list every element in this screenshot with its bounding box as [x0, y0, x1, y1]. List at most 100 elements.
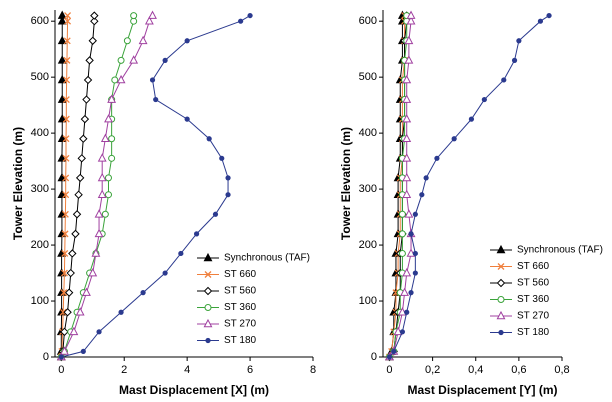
point: [419, 192, 425, 198]
series: [58, 12, 253, 360]
point: [79, 134, 88, 143]
legend-marker: [496, 278, 506, 288]
x-tick-label: 0,6: [511, 364, 526, 376]
point: [57, 55, 67, 64]
point: [82, 287, 91, 296]
legend-label: ST 660: [224, 269, 256, 280]
point: [104, 191, 112, 199]
point: [64, 17, 72, 25]
point: [116, 74, 126, 84]
y-tick-label: 400: [359, 127, 377, 139]
point: [68, 249, 77, 258]
legend-marker: [204, 271, 212, 278]
point: [423, 175, 429, 181]
point: [94, 228, 104, 238]
point: [64, 288, 74, 297]
point: [57, 94, 67, 103]
point: [501, 77, 507, 83]
legend-marker: [205, 337, 211, 344]
point: [404, 309, 410, 315]
point: [57, 35, 67, 45]
point: [80, 348, 86, 355]
point: [62, 191, 70, 199]
point: [184, 38, 190, 44]
point: [58, 354, 64, 360]
point: [63, 76, 71, 84]
point: [74, 190, 83, 199]
point: [85, 56, 94, 65]
point: [62, 115, 70, 123]
point: [71, 229, 80, 239]
point: [402, 267, 412, 277]
legend-label: ST 660: [517, 261, 549, 272]
y-tick-label: 100: [359, 295, 377, 307]
point: [57, 74, 67, 84]
point: [546, 12, 552, 19]
y-tick-label: 500: [31, 71, 49, 83]
point: [468, 116, 475, 122]
y-tick-label: 600: [31, 15, 49, 27]
legend-marker: [496, 310, 506, 320]
y-tick-label: 0: [43, 351, 49, 363]
x-tick-label: 8: [310, 364, 316, 376]
y-axis-label: Tower Elevation (m): [339, 127, 353, 240]
point: [57, 16, 67, 25]
point: [412, 270, 418, 276]
series-line: [60, 15, 63, 357]
point: [100, 133, 110, 143]
legend-label: ST 270: [224, 319, 256, 330]
point: [511, 57, 518, 63]
point: [104, 114, 113, 123]
point: [138, 35, 148, 45]
point: [206, 136, 212, 142]
legend-label: Synchronous (TAF): [517, 245, 603, 256]
y-tick-label: 300: [359, 183, 377, 195]
point: [537, 18, 544, 24]
y-tick-label: 500: [359, 71, 377, 83]
point: [219, 155, 225, 161]
point: [402, 94, 412, 103]
point: [94, 209, 104, 218]
x-tick-label: 0: [58, 364, 64, 376]
point: [398, 230, 406, 238]
point: [59, 308, 67, 316]
point: [61, 210, 69, 218]
point: [60, 346, 69, 355]
point: [130, 12, 138, 20]
point: [66, 268, 75, 278]
point: [63, 37, 71, 45]
legend-marker: [497, 263, 505, 270]
legend-label: ST 560: [224, 286, 256, 297]
point: [434, 155, 440, 161]
point: [402, 153, 412, 162]
point: [399, 329, 406, 335]
point: [97, 153, 107, 162]
point: [153, 96, 159, 103]
x-tick-label: 0: [386, 364, 392, 376]
point: [107, 94, 117, 103]
series: [57, 12, 138, 361]
point: [225, 175, 231, 181]
point: [404, 35, 414, 45]
point: [118, 309, 124, 315]
point: [88, 267, 98, 277]
series: [57, 12, 72, 361]
legend-label: ST 560: [517, 278, 549, 289]
point: [60, 327, 69, 337]
legend-marker: [204, 304, 212, 311]
point: [101, 210, 109, 218]
series-line: [389, 15, 550, 358]
point: [75, 173, 85, 183]
x-tick-label: 0,8: [554, 364, 569, 376]
point: [104, 174, 112, 182]
x-tick-label: 6: [247, 364, 253, 376]
point: [144, 16, 154, 25]
point: [57, 153, 67, 162]
point: [402, 114, 412, 123]
x-axis-label: Mast Displacement [Y] (m): [407, 383, 557, 397]
point: [140, 290, 146, 296]
point: [402, 133, 412, 143]
y-tick-label: 0: [371, 351, 377, 363]
point: [83, 75, 93, 85]
